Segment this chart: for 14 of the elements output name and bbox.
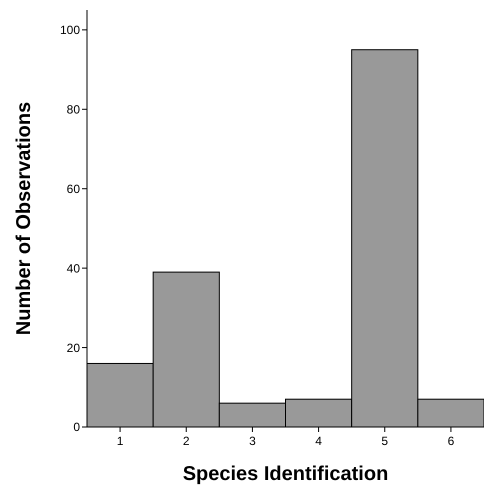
y-tick-label: 100 [60, 23, 80, 38]
x-tick-label: 4 [315, 434, 322, 448]
y-tick-label: 60 [66, 182, 80, 196]
y-tick-label: 20 [66, 340, 80, 355]
x-tick-label: 3 [249, 434, 256, 448]
x-tick-label: 1 [116, 434, 124, 448]
y-axis-title: Number of Observations [13, 102, 35, 336]
x-tick-label: 6 [448, 434, 455, 448]
x-axis-title: Species Identification [182, 463, 388, 485]
y-tick-label: 0 [73, 420, 80, 434]
y-tick-label: 40 [66, 261, 80, 276]
x-tick-label: 2 [182, 434, 190, 448]
x-tick-label: 5 [381, 434, 388, 448]
y-tick-label: 80 [66, 102, 80, 116]
